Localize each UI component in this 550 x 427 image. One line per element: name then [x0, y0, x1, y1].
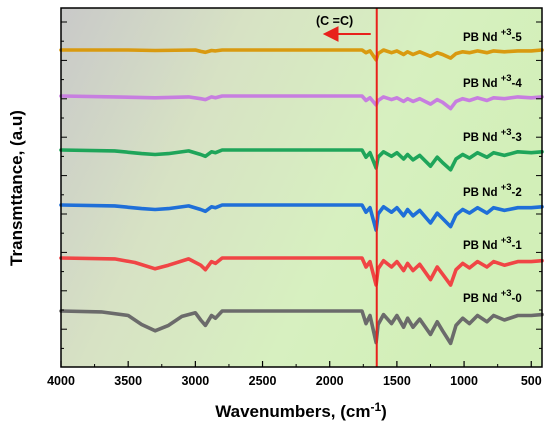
series-line-4 — [59, 94, 544, 111]
series-label: PB Nd +3-1 — [463, 235, 522, 252]
annotation-label: (C =C) — [316, 14, 353, 28]
y-axis-title: Transmttance, (a.u) — [7, 110, 26, 266]
series-label: PB Nd +3-0 — [463, 288, 522, 305]
series-label: PB Nd +3-4 — [463, 73, 522, 90]
x-axis-ticks: 4000 3500 3000 2500 2000 1500 1000 500 — [47, 361, 542, 388]
plot-background — [61, 8, 542, 367]
series-line-0 — [59, 309, 544, 346]
x-tick-label: 2000 — [316, 374, 344, 388]
series-layer — [59, 48, 544, 346]
series-label: PB Nd +3-3 — [463, 127, 522, 144]
series-line-2 — [59, 203, 544, 232]
x-tick-label: 1000 — [450, 374, 478, 388]
plot-frame — [60, 7, 543, 368]
y-axis-ticks — [61, 21, 542, 349]
series-line-5 — [59, 48, 544, 62]
x-axis-title: Wavenumbers, (cm-1) — [215, 400, 387, 421]
x-tick-label: 4000 — [47, 374, 75, 388]
series-labels: PB Nd +3-5 PB Nd +3-4 PB Nd +3-3 PB Nd +3-2… — [463, 27, 522, 305]
x-tick-label: 500 — [521, 374, 542, 388]
x-tick-label: 2500 — [249, 374, 277, 388]
series-label: PB Nd +3-5 — [463, 27, 522, 44]
x-tick-label: 1500 — [383, 374, 411, 388]
series-label: PB Nd +3-2 — [463, 182, 522, 199]
x-tick-label: 3000 — [181, 374, 209, 388]
series-line-1 — [59, 256, 544, 287]
x-tick-label: 3500 — [114, 374, 142, 388]
series-line-3 — [59, 148, 544, 172]
